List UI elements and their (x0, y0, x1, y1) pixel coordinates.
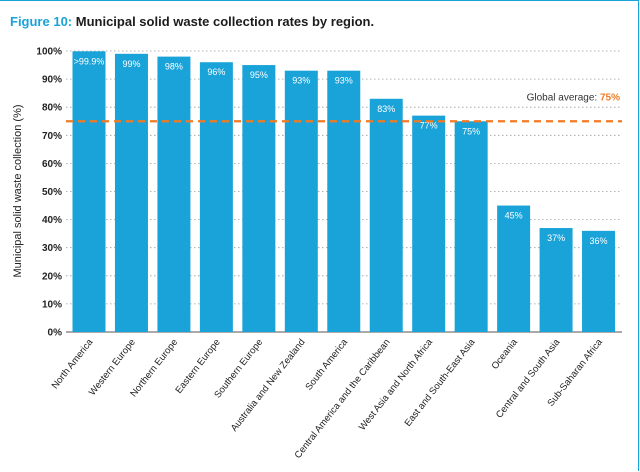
bar (369, 98, 403, 333)
x-tick-label: East and South-East Asia (403, 337, 478, 429)
y-tick-label: 80% (42, 103, 62, 114)
figure-title: Figure 10: Municipal solid waste collect… (10, 14, 374, 29)
y-tick-label: 0% (48, 328, 63, 339)
y-tick-label: 90% (42, 75, 62, 86)
bar (114, 53, 148, 333)
x-tick-label: Oceania (490, 337, 521, 372)
bar-value-label: 96% (207, 67, 225, 77)
bar (242, 65, 276, 333)
bar (157, 56, 191, 333)
y-tick-label: 70% (42, 131, 62, 142)
x-tick-label: Eastern Europe (173, 337, 222, 396)
bar-value-label: 75% (462, 126, 480, 136)
y-axis-ticks: 0% 10% 20% 30% 40% 50% 60% 70% 80% 90% 100% (36, 47, 62, 339)
x-tick-label: Australia and New Zealand (229, 337, 308, 434)
y-tick-label: 40% (42, 215, 62, 226)
average-label-text: Global average: (527, 92, 600, 103)
y-tick-label: 20% (42, 271, 62, 282)
bar-value-label: 36% (590, 236, 608, 246)
bar-value-label: 95% (250, 70, 268, 80)
average-value: 75% (600, 92, 620, 103)
y-tick-label: 10% (42, 299, 62, 310)
bar-value-label: 93% (335, 76, 353, 86)
y-tick-label: 60% (42, 159, 62, 170)
bar-value-label: 98% (165, 62, 183, 72)
bar-value-label: 77% (420, 121, 438, 131)
bar-value-label: 37% (547, 233, 565, 243)
bar (72, 51, 106, 332)
average-line-group: Global average: 75% (66, 92, 622, 123)
figure-title-text: Municipal solid waste collection rates b… (75, 14, 375, 29)
x-tick-label: South America (303, 337, 350, 393)
bar (284, 70, 318, 333)
average-label: Global average: 75% (527, 92, 621, 103)
figure-label: Figure 10: (10, 14, 73, 29)
bar (454, 121, 488, 332)
y-tick-label: 100% (36, 47, 62, 58)
x-tick-label: West Asia and North Africa (357, 337, 436, 433)
bar (412, 115, 446, 332)
bar-value-label: >99.9% (74, 56, 105, 66)
bar-value-label: 83% (377, 104, 395, 114)
y-tick-label: 50% (42, 187, 62, 198)
bar (539, 228, 573, 332)
bar (582, 230, 616, 332)
bar (199, 62, 233, 333)
bar (327, 70, 361, 333)
y-tick-label: 30% (42, 243, 62, 254)
x-tick-label: Northern Europe (128, 337, 180, 399)
bar (497, 205, 531, 332)
bar-value-label: 45% (505, 211, 523, 221)
y-axis-label: Municipal solid waste collection (%) (12, 104, 24, 277)
bar-value-label: 99% (122, 59, 140, 69)
bar-value-label: 93% (292, 76, 310, 86)
bars: >99.9% 99% 98% 96% 95% 93% 93% 83% 77% 75% 45% 37% 3… (72, 51, 616, 333)
x-tick-label: North America (50, 337, 96, 392)
